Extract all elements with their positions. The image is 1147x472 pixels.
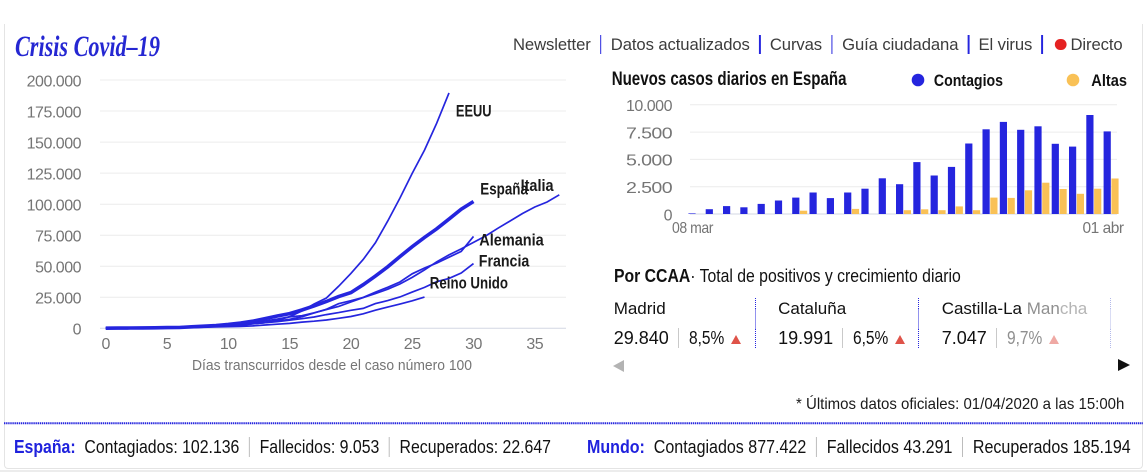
svg-text:15: 15: [281, 336, 298, 353]
svg-text:5.000: 5.000: [626, 153, 673, 170]
svg-text:50.000: 50.000: [35, 260, 82, 277]
svg-text:Italia: Italia: [521, 176, 554, 195]
svg-text:25: 25: [404, 336, 421, 353]
svg-text:Nuevos casos diarios en España: Nuevos casos diarios en España: [612, 68, 847, 90]
svg-text:01 abr: 01 abr: [1083, 220, 1125, 237]
svg-text:08 mar: 08 mar: [672, 220, 714, 237]
svg-text:7.500: 7.500: [626, 125, 673, 142]
svg-text:100.000: 100.000: [27, 198, 82, 215]
svg-text:Días transcurridos desde el ca: Días transcurridos desde el caso número …: [192, 357, 472, 374]
svg-text:Alemania: Alemania: [479, 230, 544, 249]
svg-text:5: 5: [163, 336, 172, 353]
svg-text:10.000: 10.000: [626, 98, 673, 115]
svg-text:35: 35: [526, 336, 543, 353]
svg-text:25.000: 25.000: [35, 291, 82, 308]
svg-text:Contagios: Contagios: [934, 71, 1003, 90]
svg-text:0: 0: [664, 207, 673, 224]
svg-text:175.000: 175.000: [27, 104, 82, 121]
svg-text:Reino Unido: Reino Unido: [430, 273, 508, 292]
svg-text:10: 10: [220, 336, 237, 353]
svg-text:EEUU: EEUU: [456, 102, 492, 121]
svg-text:30: 30: [465, 336, 482, 353]
svg-text:España: España: [480, 179, 528, 198]
svg-text:0: 0: [73, 322, 82, 339]
svg-text:200.000: 200.000: [27, 73, 82, 90]
svg-text:150.000: 150.000: [27, 135, 82, 152]
svg-text:0: 0: [101, 336, 110, 353]
svg-text:125.000: 125.000: [27, 166, 82, 183]
svg-text:Francia: Francia: [479, 251, 530, 270]
svg-text:Altas: Altas: [1091, 71, 1127, 90]
svg-text:20: 20: [343, 336, 360, 353]
svg-text:2.500: 2.500: [626, 180, 673, 197]
svg-text:75.000: 75.000: [35, 229, 82, 246]
